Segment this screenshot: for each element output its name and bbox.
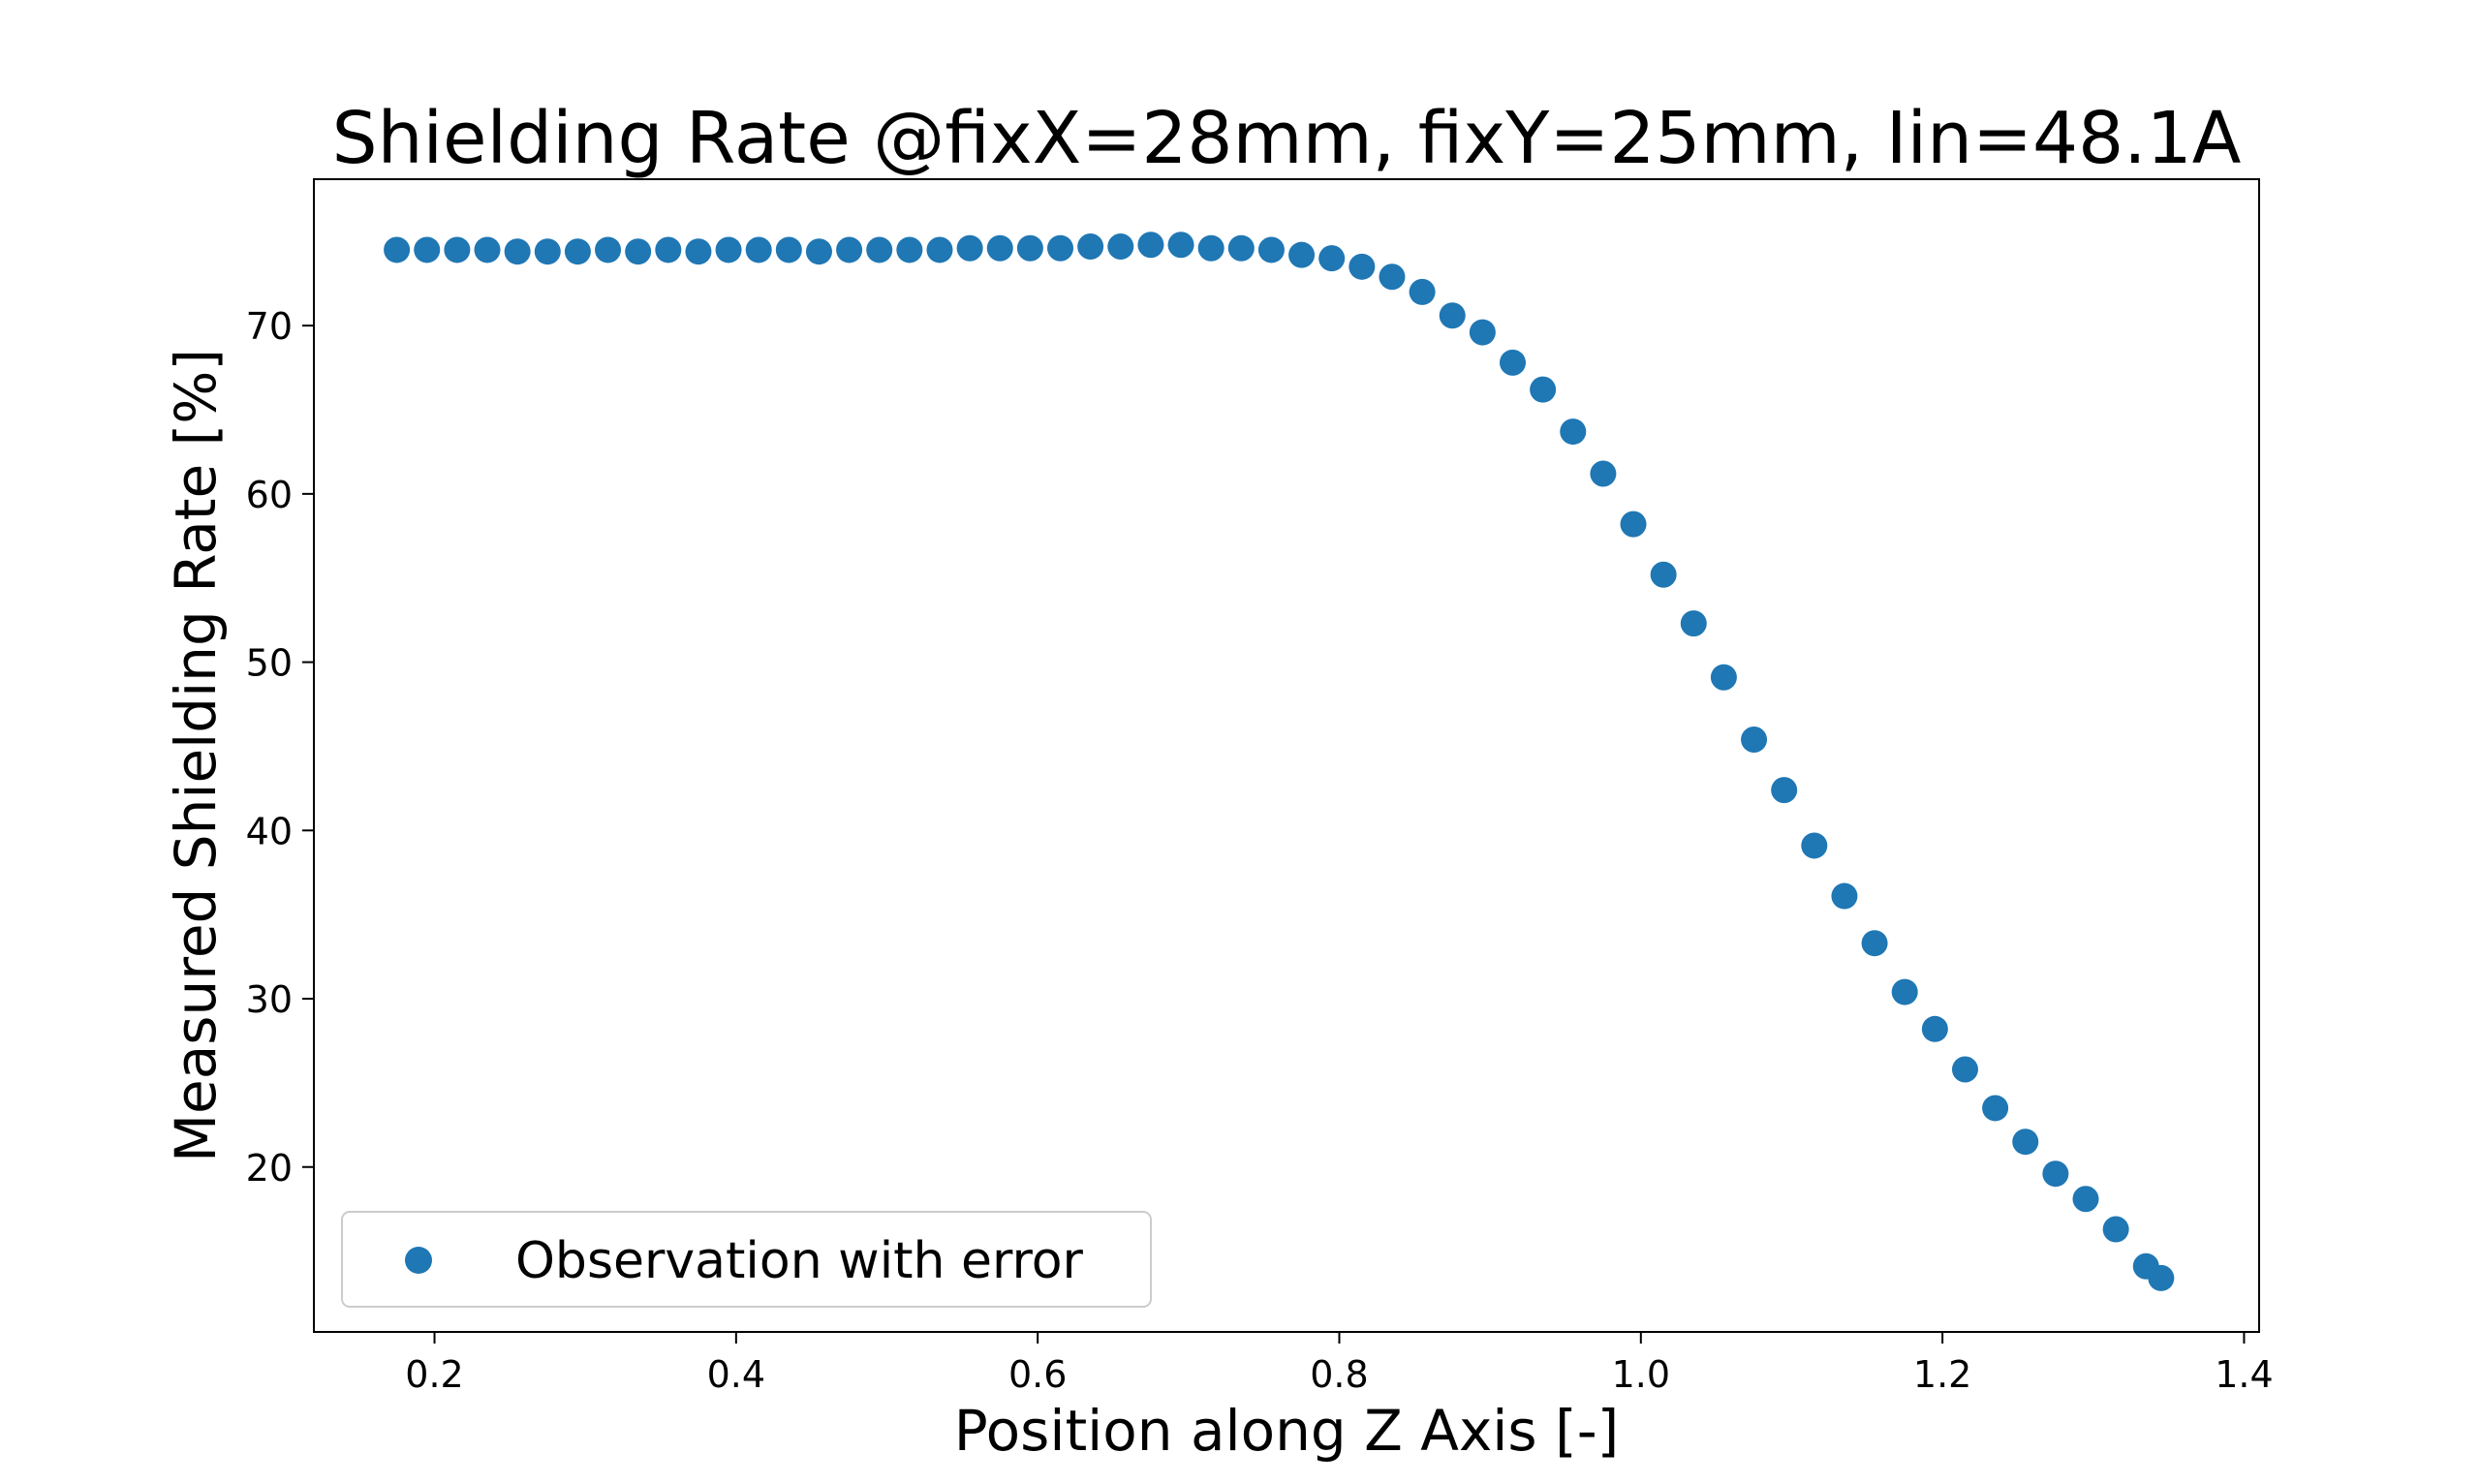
- data-point: [2102, 1216, 2129, 1243]
- data-point: [1469, 319, 1496, 346]
- y-axis-ticks: 20 30 40 50 60 70: [246, 305, 314, 1190]
- data-point: [384, 236, 411, 263]
- x-axis-ticks: 0.2 0.4 0.6 0.8 1.0 1.2 1.4: [405, 1332, 2274, 1396]
- data-point: [1801, 832, 1828, 859]
- data-point: [1439, 302, 1466, 329]
- data-point: [805, 238, 832, 265]
- data-point: [986, 234, 1013, 262]
- y-tick-label: 50: [246, 642, 293, 685]
- data-point: [866, 236, 893, 263]
- data-point: [1016, 234, 1043, 262]
- chart-title: Shielding Rate @fixX=28mm, fixY=25mm, Ii…: [332, 97, 2242, 180]
- x-tick-label: 1.0: [1612, 1353, 1670, 1396]
- data-point: [1379, 263, 1406, 291]
- legend-box: [341, 1211, 1152, 1308]
- x-axis-label: Position along Z Axis [-]: [954, 1398, 1620, 1464]
- data-point: [1982, 1095, 2009, 1122]
- legend: Observation with error: [341, 1211, 1152, 1308]
- data-point: [2042, 1160, 2069, 1188]
- data-point: [1741, 726, 1768, 753]
- data-point: [1197, 234, 1224, 262]
- data-point: [1620, 510, 1647, 538]
- y-tick-label: 30: [246, 978, 293, 1021]
- data-point: [2148, 1264, 2175, 1291]
- data-point: [564, 238, 591, 265]
- data-point: [625, 238, 652, 265]
- data-point: [534, 238, 561, 265]
- data-point: [956, 234, 983, 262]
- data-point: [1227, 234, 1255, 262]
- data-point: [1771, 777, 1798, 804]
- x-tick-label: 0.6: [1008, 1353, 1067, 1396]
- data-point: [1167, 232, 1194, 259]
- data-point: [414, 236, 441, 263]
- x-tick-label: 0.4: [707, 1353, 765, 1396]
- data-point: [745, 236, 772, 263]
- data-point: [775, 236, 802, 263]
- plot-frame: [313, 178, 2260, 1333]
- legend-label: Observation with error: [515, 1232, 1084, 1290]
- data-point: [1318, 245, 1346, 272]
- data-point: [1137, 232, 1164, 259]
- data-point: [2012, 1128, 2039, 1156]
- data-point: [1047, 234, 1074, 262]
- data-point: [2072, 1186, 2099, 1213]
- data-point: [1921, 1015, 1948, 1042]
- y-tick-label: 40: [246, 810, 293, 852]
- data-point: [1257, 236, 1285, 263]
- data-point: [1409, 278, 1436, 305]
- marks-layer: [384, 232, 2175, 1291]
- data-point: [444, 236, 471, 263]
- data-point: [1861, 930, 1888, 957]
- data-point: [1710, 664, 1737, 691]
- data-point: [1590, 460, 1617, 487]
- data-point: [1077, 232, 1104, 260]
- data-point: [1348, 253, 1376, 280]
- data-point: [1891, 978, 1918, 1005]
- data-point: [504, 238, 531, 265]
- x-tick-label: 0.2: [405, 1353, 463, 1396]
- data-point: [836, 236, 863, 263]
- data-point: [1499, 349, 1526, 376]
- data-point: [1107, 232, 1134, 260]
- data-point: [1530, 376, 1557, 403]
- y-tick-label: 60: [246, 474, 293, 516]
- data-point: [1560, 418, 1587, 446]
- y-tick-label: 20: [246, 1147, 293, 1190]
- data-point: [715, 236, 742, 263]
- legend-marker: [405, 1247, 432, 1274]
- data-point: [896, 236, 923, 263]
- x-tick-label: 1.2: [1913, 1353, 1971, 1396]
- y-axis-label: Measured Shielding Rate [%]: [163, 349, 229, 1162]
- data-point: [1288, 241, 1316, 268]
- data-point: [1650, 561, 1677, 588]
- data-point: [1831, 882, 1858, 910]
- y-tick-label: 70: [246, 305, 293, 348]
- data-point: [1951, 1056, 1978, 1083]
- x-tick-label: 0.8: [1310, 1353, 1368, 1396]
- x-tick-label: 1.4: [2215, 1353, 2273, 1396]
- data-point: [595, 236, 622, 263]
- data-point: [474, 236, 501, 263]
- data-point: [685, 238, 712, 265]
- data-point: [1680, 610, 1707, 637]
- data-point: [655, 236, 682, 263]
- data-point: [926, 236, 953, 263]
